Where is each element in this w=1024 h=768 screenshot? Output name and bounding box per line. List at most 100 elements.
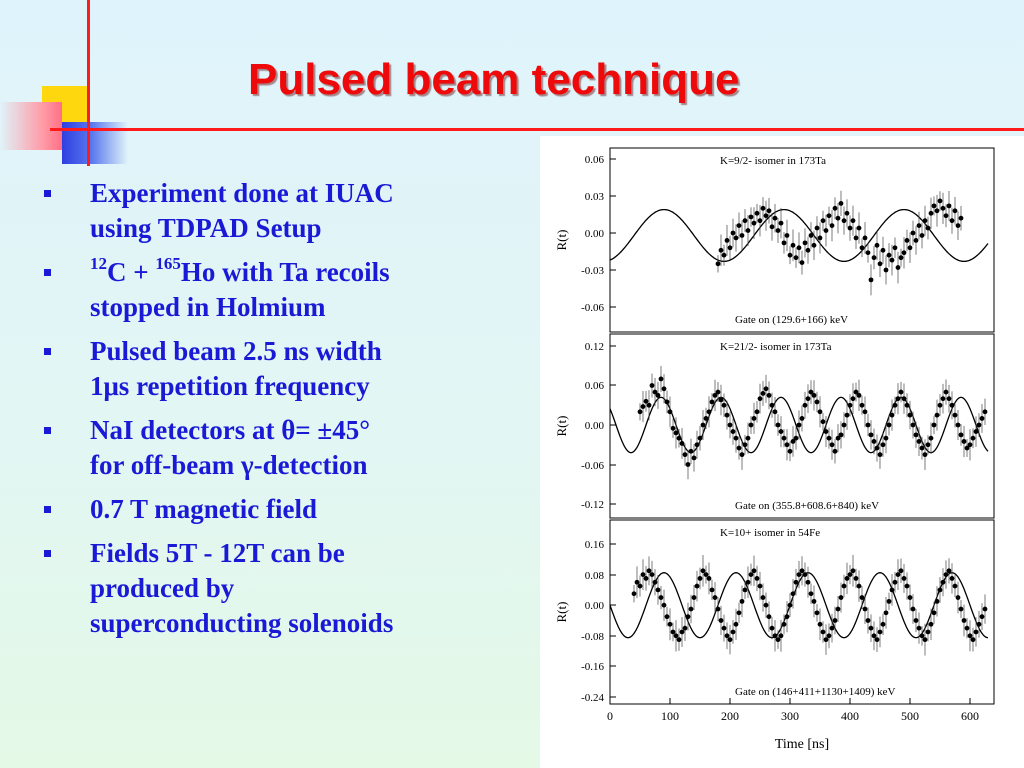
data-point (967, 633, 973, 639)
data-point (883, 610, 889, 616)
data-point (850, 396, 856, 402)
data-point (787, 602, 793, 608)
data-point (769, 402, 775, 408)
data-point (790, 242, 796, 248)
data-point (772, 633, 778, 639)
data-point (841, 583, 847, 589)
decor-horizontal-line (50, 128, 1024, 131)
y-tick-label: 0.00 (585, 600, 605, 612)
data-point (877, 261, 883, 267)
data-point (682, 625, 688, 631)
data-point (760, 391, 766, 396)
bullet-line: 0.7 T magnetic field (90, 494, 317, 524)
data-point (724, 412, 730, 418)
bullet-line: 12C + 165Ho with Ta recoils (90, 255, 514, 290)
data-point (949, 402, 955, 408)
data-point (694, 583, 700, 589)
data-point (664, 614, 670, 620)
data-point (901, 576, 907, 581)
data-point (889, 412, 895, 418)
data-point (853, 235, 859, 241)
data-point (982, 409, 988, 415)
data-point (952, 412, 958, 418)
data-point (970, 435, 976, 441)
data-point (742, 587, 748, 593)
data-point (643, 576, 649, 581)
data-point (874, 637, 880, 643)
data-point (841, 422, 847, 428)
panel-annotation: Gate on (146+411+1130+1409) keV (735, 686, 896, 698)
data-point (946, 203, 952, 209)
data-point (727, 422, 733, 428)
data-point (673, 633, 679, 639)
data-point (787, 448, 793, 454)
data-point (895, 572, 901, 577)
data-point (631, 591, 637, 597)
data-point (853, 389, 859, 395)
data-point (706, 576, 712, 581)
data-point (640, 572, 646, 577)
data-point (907, 412, 913, 418)
data-point (769, 224, 775, 230)
bullet-item: Experiment done at IUAC using TDPAD Setu… (44, 176, 514, 246)
data-point (805, 396, 811, 402)
data-point (679, 629, 685, 635)
data-point (703, 416, 709, 421)
y-tick-label: 0.16 (585, 539, 605, 551)
data-point (739, 598, 745, 604)
data-point (658, 376, 664, 382)
isotope-mass-165: 165 (155, 254, 181, 273)
data-point (955, 595, 961, 600)
data-point (976, 621, 982, 627)
data-point (958, 432, 964, 438)
data-point (766, 208, 772, 214)
data-point (745, 579, 751, 585)
data-point (847, 402, 853, 408)
bullet-item: Fields 5T - 12T can be produced by super… (44, 536, 514, 641)
data-point (718, 247, 724, 253)
data-point (934, 598, 940, 604)
data-point (634, 579, 640, 585)
data-point (844, 576, 850, 581)
data-point (925, 629, 931, 635)
data-point (778, 429, 784, 434)
data-point (826, 435, 832, 441)
data-point (937, 402, 943, 408)
data-point (760, 595, 766, 600)
data-point (922, 218, 928, 224)
data-point (790, 439, 796, 444)
data-point (685, 614, 691, 620)
data-point (730, 230, 736, 236)
data-point (793, 435, 799, 441)
x-tick-label: 600 (961, 709, 979, 723)
data-point (964, 445, 970, 451)
panel-title: K=9/2- isomer in 173Ta (720, 155, 826, 167)
data-point (913, 618, 919, 623)
bullet-line: stopped in Holmium (90, 292, 326, 322)
data-point (886, 422, 892, 428)
data-point (700, 568, 706, 574)
y-tick-label: -0.08 (581, 631, 604, 643)
data-point (949, 576, 955, 581)
data-point (766, 392, 772, 398)
data-point (892, 402, 898, 408)
data-point (835, 215, 841, 221)
data-point (685, 462, 691, 467)
data-point (865, 250, 871, 256)
data-point (868, 432, 874, 438)
data-point (856, 225, 862, 231)
data-point (835, 435, 841, 441)
data-point (955, 223, 961, 228)
data-point (814, 399, 820, 405)
data-point (661, 386, 667, 392)
data-point (793, 255, 799, 261)
panel-annotation: Gate on (355.8+608.6+840) keV (735, 500, 879, 512)
y-tick-label: -0.24 (581, 692, 604, 704)
data-point (808, 233, 814, 238)
data-point (667, 621, 673, 627)
data-point (748, 214, 754, 220)
bullet-line: Pulsed beam 2.5 ns width (90, 336, 382, 366)
data-point (829, 223, 835, 228)
data-point (694, 442, 700, 448)
data-point (946, 568, 952, 574)
